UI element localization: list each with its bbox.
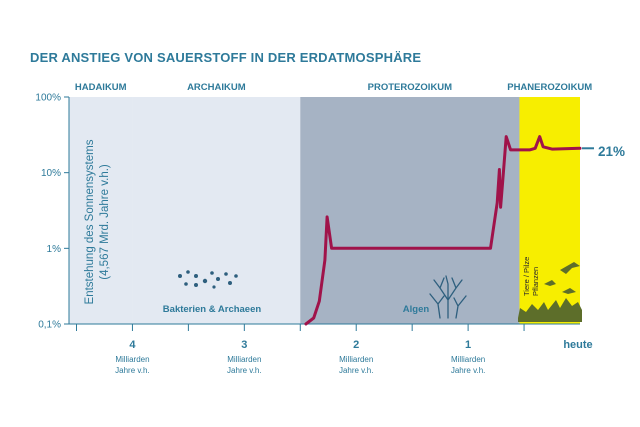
algae-label: Algen [403, 304, 430, 315]
bacterium-icon [224, 272, 228, 276]
x-tick-sublabel: Jahre v.h. [339, 366, 374, 375]
eon-label-3: PHANEROZOIKUM [507, 82, 592, 93]
bacterium-icon [234, 274, 238, 278]
oxygen-line-0 [304, 135, 582, 326]
bacterium-icon [202, 278, 208, 284]
vertical-note-line-1: Entstehung des Sonnensystems [84, 139, 96, 304]
bacterium-icon [212, 285, 216, 289]
x-tick-sublabel: Jahre v.h. [451, 366, 486, 375]
bacteria-label: Bakterien & Archaeen [163, 304, 262, 315]
x-tick-sublabel: Milliarden [115, 355, 149, 364]
bacterium-icon [194, 274, 198, 278]
eon-band-1 [132, 97, 301, 324]
bacterium-icon [178, 274, 182, 278]
eon-bands [69, 97, 580, 324]
y-axis: 100% 10% 1% 0,1% [35, 93, 70, 331]
x-tick-sublabel: Milliarden [227, 355, 261, 364]
y-tick-label: 1% [47, 244, 62, 255]
life-label-animals: Tiere / Pilze [522, 257, 531, 296]
bacterium-icon [186, 270, 190, 274]
eon-band-0 [69, 97, 133, 324]
eon-label-1: ARCHAIKUM [187, 82, 246, 93]
x-tick-label: 2 [353, 339, 359, 351]
eon-labels: HADAIKUM ARCHAIKUM PROTEROZOIKUM PHANEROZOI… [75, 82, 592, 93]
y-tick-label: 0,1% [38, 320, 61, 331]
bacterium-icon [216, 277, 220, 281]
end-value-label: 21% [598, 144, 625, 159]
vertical-note: Entstehung des Sonnensystems (4,567 Mrd.… [84, 139, 111, 304]
y-tick-label: 100% [35, 93, 61, 104]
vertical-note-line-2: (4,567 Mrd. Jahre v.h.) [99, 164, 111, 280]
x-tick-sublabel: Milliarden [451, 355, 485, 364]
x-axis: 4 Milliarden Jahre v.h. 3 Milliarden Jahre v.… [69, 323, 593, 375]
x-tick-label: 4 [129, 339, 136, 351]
x-tick-label: 3 [241, 339, 247, 351]
oxygen-series [304, 135, 594, 326]
x-tick-sublabel: Jahre v.h. [115, 366, 150, 375]
eon-band-2 [300, 97, 520, 324]
bacterium-icon [228, 281, 232, 285]
bacterium-icon [210, 271, 214, 275]
x-tick-sublabel: Jahre v.h. [227, 366, 262, 375]
chart-title: DER ANSTIEG VON SAUERSTOFF IN DER ERDATM… [30, 50, 422, 65]
y-tick-label: 10% [41, 168, 61, 179]
life-label-plants: Pflanzen [531, 267, 540, 296]
bacterium-icon [184, 282, 188, 286]
eon-band-3 [519, 97, 580, 324]
eon-label-0: HADAIKUM [75, 82, 127, 93]
x-tick-label: heute [563, 339, 592, 351]
x-tick-label: 1 [465, 339, 471, 351]
x-tick-sublabel: Milliarden [339, 355, 373, 364]
algae-icon [429, 275, 467, 319]
eon-label-2: PROTEROZOIKUM [368, 82, 453, 93]
life-silhouettes [518, 262, 582, 322]
bacteria-illustration [178, 270, 238, 289]
bacterium-icon [194, 283, 198, 287]
